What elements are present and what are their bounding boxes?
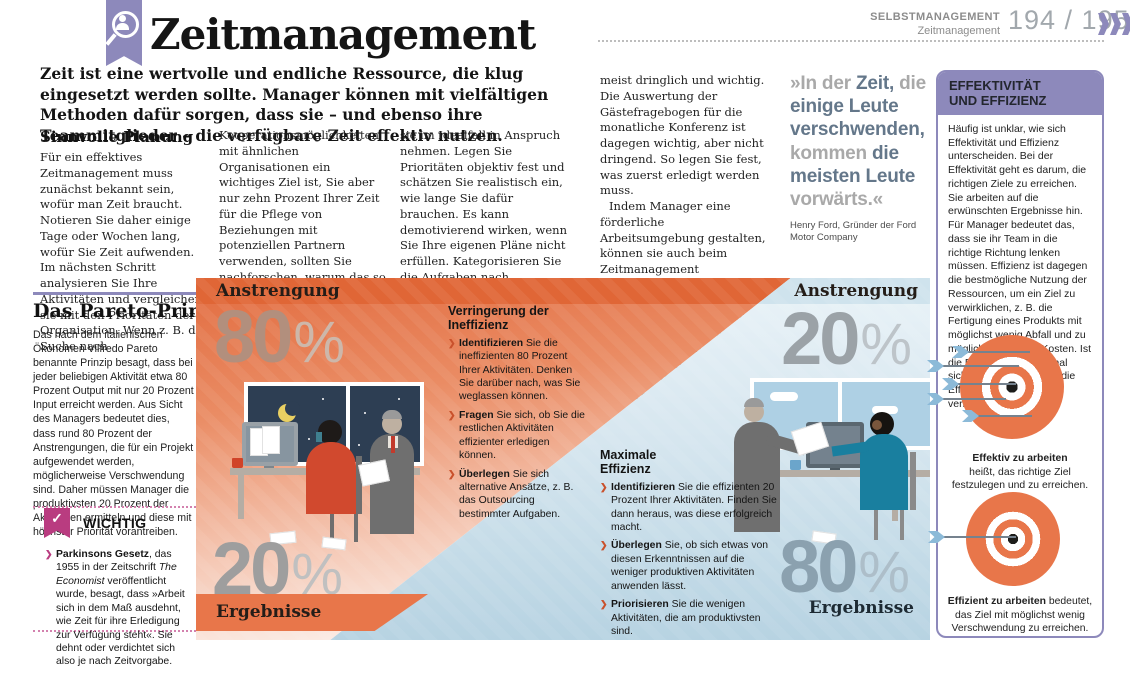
chevron-icon <box>1110 13 1121 35</box>
intro-paragraph: Zeit ist eine wertvolle und endliche Res… <box>40 64 549 145</box>
chevron-bullet-icon: ❯ <box>448 337 456 348</box>
list-item: ❯ Fragen Sie sich, ob Sie die restlichen … <box>448 409 585 462</box>
window-divider <box>346 386 350 462</box>
target-efficient-icon <box>966 492 1060 586</box>
blue-mug <box>790 460 801 470</box>
phone <box>316 432 322 442</box>
seated-woman-body <box>860 434 908 510</box>
chevron-icon <box>1122 13 1130 35</box>
block-maximale-effizienz: Maximale Effizienz ❯ Identifizieren Sie d… <box>600 448 777 637</box>
window-divider <box>838 382 842 446</box>
effort-80-percent: 80% <box>214 295 345 378</box>
list-item: ❯ Überlegen Sie sich alternative Ansätze,… <box>448 468 574 520</box>
arrow-icon <box>962 410 1032 422</box>
cloud-icon <box>872 406 898 414</box>
computer-monitor <box>242 422 298 466</box>
section-label: SELBSTMANAGEMENT <box>870 11 1000 23</box>
cloud-icon <box>770 392 798 401</box>
sidebar-title: EFFEKTIVITÄT UND EFFIZIENZ <box>938 72 1102 115</box>
effort-label-left: Anstrengung <box>216 281 340 301</box>
results-80-percent: 80% <box>779 525 910 608</box>
night-office-illustration <box>230 376 430 551</box>
person-body-icon <box>116 23 129 30</box>
effort-header-band-left <box>196 278 791 304</box>
standing-man-hair <box>382 410 402 419</box>
standing-man-head <box>744 402 764 422</box>
results-label-right: Ergebnisse <box>808 598 914 618</box>
chevron-bullet-icon: ❯ <box>448 409 456 420</box>
chevron-bullet-icon: ❯ <box>600 599 608 610</box>
person-head-icon <box>119 15 126 22</box>
wichtig-bullet: ❯ Parkinsons Gesetz, das 1955 in der Zeit… <box>45 549 185 668</box>
chair-back <box>910 452 916 510</box>
day-office-illustration <box>734 374 930 546</box>
arrow-icon <box>927 393 1006 405</box>
seated-woman-body <box>306 442 356 514</box>
quote-attribution: Henry Ford, Gründer der Ford Motor Compa… <box>790 220 917 244</box>
purple-rule <box>33 292 196 295</box>
results-20-percent: 20% <box>212 527 343 610</box>
page-numbers: 194 / 195 <box>1008 5 1130 35</box>
monitor-stand <box>830 468 840 471</box>
page-title: Zeitmanagement <box>150 10 536 59</box>
pareto-body: Das nach dem italienischen Ökonomen Vilf… <box>33 329 194 539</box>
article-text: Kooperationsmöglichkeiten mit ähnlichen … <box>219 128 386 300</box>
red-tie <box>391 436 395 453</box>
forward-chevrons-icon <box>1098 13 1130 35</box>
subsection-label: Zeitmanagement <box>917 24 1000 37</box>
chair-back <box>356 456 362 514</box>
monitor-stand <box>264 466 274 469</box>
arrow-icon <box>952 346 1030 358</box>
chevron-bullet-icon: ❯ <box>600 481 608 492</box>
moon-mask <box>285 401 300 416</box>
arrow-icon <box>942 378 1016 390</box>
block-verringerung-ineffizienz: Verringerung der Ineffizienz ❯ Identifizi… <box>448 304 585 520</box>
wichtig-label: WICHTIG <box>83 515 147 531</box>
magnifier-handle-icon <box>106 33 117 46</box>
article-column-1: Sinnvolle Planung Für ein effektives Zei… <box>40 128 207 355</box>
pareto-diagram: Anstrengung Anstrengung 80% 20% 20% 80% … <box>196 278 930 640</box>
running-head: SELBSTMANAGEMENT Zeitmanagement <box>820 11 1000 39</box>
arrow-icon <box>927 360 1019 372</box>
check-ribbon-icon: ✓ <box>44 508 70 538</box>
chapter-bookmark-badge <box>106 0 142 66</box>
target-efficient-caption: Effizient zu arbeiten bedeutet, das Ziel… <box>947 596 1093 635</box>
article-text: meist dringlich und wichtig. Die Auswert… <box>600 73 765 198</box>
list-item: ❯ Priorisieren Sie die wenigen Aktivitäte… <box>600 599 761 637</box>
chevron-bullet-icon: ❯ <box>45 549 53 559</box>
standing-man-head <box>382 414 402 434</box>
list-item: ❯ Überlegen Sie, ob sich etwas von diesen… <box>600 540 769 592</box>
chevron-bullet-icon: ❯ <box>600 540 608 551</box>
seated-woman-head <box>318 420 342 444</box>
seated-woman-face <box>872 420 882 430</box>
standing-man-hair <box>744 398 764 407</box>
arrow-icon <box>928 531 1016 543</box>
effort-label-right: Anstrengung <box>794 281 918 301</box>
pull-quote: »In der Zeit, die einige Leute verschwen… <box>790 72 934 245</box>
list-item: ❯ Identifizieren Sie die effizienten 20 P… <box>600 481 777 534</box>
red-mug <box>232 458 243 468</box>
desk <box>742 470 930 477</box>
chevron-icon <box>1098 13 1109 35</box>
pareto-heading: Das Pareto-Prinzip <box>33 300 234 322</box>
wichtig-box: ✓ WICHTIG ❯ Parkinsons Gesetz, das 1955 i… <box>33 506 196 667</box>
list-item: ❯ Identifizieren Sie die ineffizienten 80… <box>448 337 581 403</box>
target-effective-caption: Effektiv zu arbeiten heißt, das richtige… <box>951 453 1089 492</box>
chevron-bullet-icon: ❯ <box>448 468 456 479</box>
article-heading: Sinnvolle Planung <box>40 128 194 146</box>
search-person-icon <box>112 11 139 38</box>
sidebar-effektivitaet-effizienz: EFFEKTIVITÄT UND EFFIZIENZ Häufig ist un… <box>936 70 1104 638</box>
effort-20-percent: 20% <box>781 297 912 380</box>
wichtig-body: ❯ Parkinsons Gesetz, das 1955 in der Zeit… <box>45 548 189 674</box>
article-text: Für ein effektives Zeitmanagement muss z… <box>40 150 207 353</box>
dotted-rule <box>598 40 1104 42</box>
